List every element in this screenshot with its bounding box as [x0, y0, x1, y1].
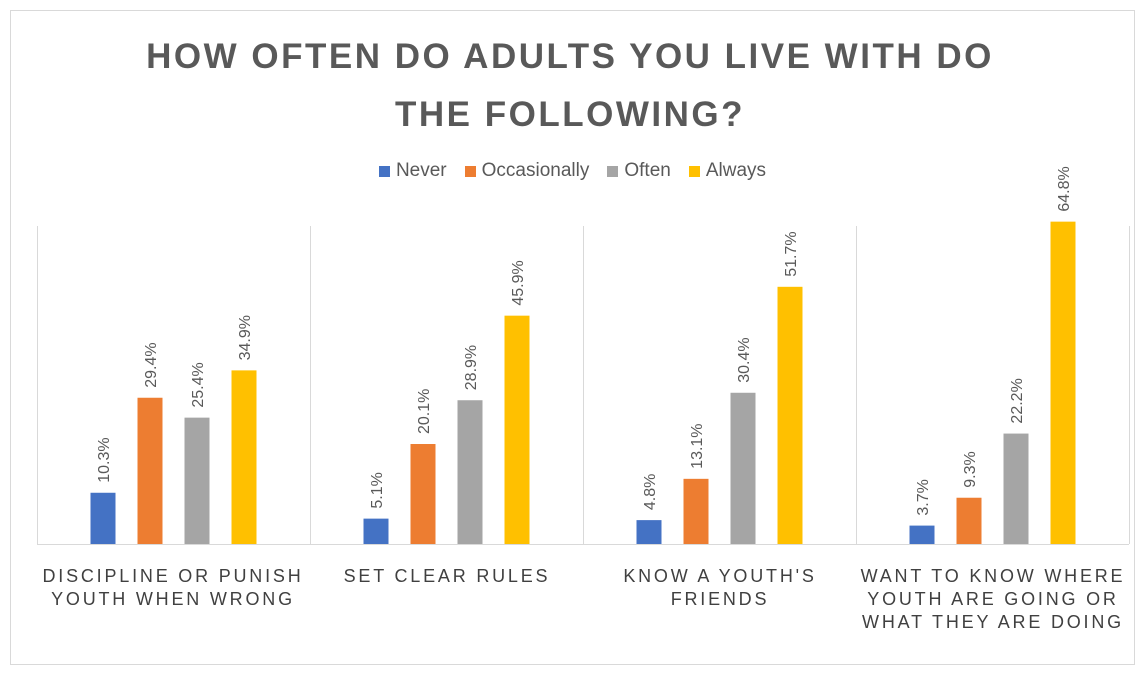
data-label-occasionally-1: 20.1%	[416, 389, 433, 434]
category-label-rules: SET CLEAR RULES	[343, 566, 551, 586]
legend-label-often: Often	[624, 160, 671, 181]
legend-swatch-occasionally	[464, 165, 476, 177]
data-label-always-3: 64.8%	[1056, 166, 1073, 211]
bar-never-0	[90, 492, 116, 544]
data-label-often-1: 28.9%	[463, 345, 480, 390]
legend-label-always: Always	[705, 160, 767, 181]
bar-often-1	[457, 400, 483, 544]
data-label-never-2: 4.8%	[642, 474, 659, 510]
bar-always-1	[504, 315, 530, 544]
data-label-often-2: 30.4%	[736, 337, 753, 382]
bar-always-2	[777, 286, 803, 544]
category-label-discipline: DISCIPLINE OR PUNISH YOUTH WHEN WRONG	[42, 566, 304, 609]
bar-always-0	[231, 370, 257, 544]
data-label-never-1: 5.1%	[369, 472, 386, 508]
bar-never-1	[363, 518, 389, 544]
chart-title: HOW OFTEN DO ADULTS YOU LIVE WITH DO THE…	[146, 37, 994, 134]
legend-swatch-always	[688, 165, 700, 177]
legend-item-occasionally: Occasionally	[464, 160, 590, 182]
bar-often-3	[1003, 433, 1029, 544]
data-label-occasionally-0: 29.4%	[143, 342, 160, 387]
bar-often-0	[184, 417, 210, 544]
bar-always-3	[1050, 221, 1076, 544]
bar-occasionally-0	[137, 397, 163, 544]
legend-label-occasionally: Occasionally	[481, 160, 590, 181]
legend-swatch-never	[378, 165, 390, 177]
bar-occasionally-2	[683, 478, 709, 544]
data-label-occasionally-3: 9.3%	[962, 451, 979, 487]
bar-never-2	[636, 520, 662, 544]
legend: Never Occasionally Often Always	[0, 160, 1145, 182]
data-label-occasionally-2: 13.1%	[689, 423, 706, 468]
category-label-friends: KNOW A YOUTH'S FRIENDS	[623, 566, 817, 609]
legend-swatch-often	[607, 165, 619, 177]
bar-occasionally-3	[956, 497, 982, 544]
legend-item-never: Never	[378, 160, 447, 182]
legend-item-often: Often	[607, 160, 671, 182]
data-label-often-0: 25.4%	[190, 362, 207, 407]
data-label-often-3: 22.2%	[1009, 378, 1026, 423]
data-label-always-0: 34.9%	[237, 315, 254, 360]
legend-label-never: Never	[395, 160, 447, 181]
bar-often-2	[730, 392, 756, 544]
category-label-where-going: WANT TO KNOW WHERE YOUTH ARE GOING OR WH…	[860, 566, 1126, 632]
data-label-never-3: 3.7%	[915, 479, 932, 515]
bar-never-3	[909, 525, 935, 544]
data-label-always-1: 45.9%	[510, 260, 527, 305]
chart-frame	[10, 10, 1135, 665]
data-label-never-0: 10.3%	[96, 437, 113, 482]
data-label-always-2: 51.7%	[783, 231, 800, 276]
legend-item-always: Always	[688, 160, 767, 182]
bar-occasionally-1	[410, 444, 436, 544]
